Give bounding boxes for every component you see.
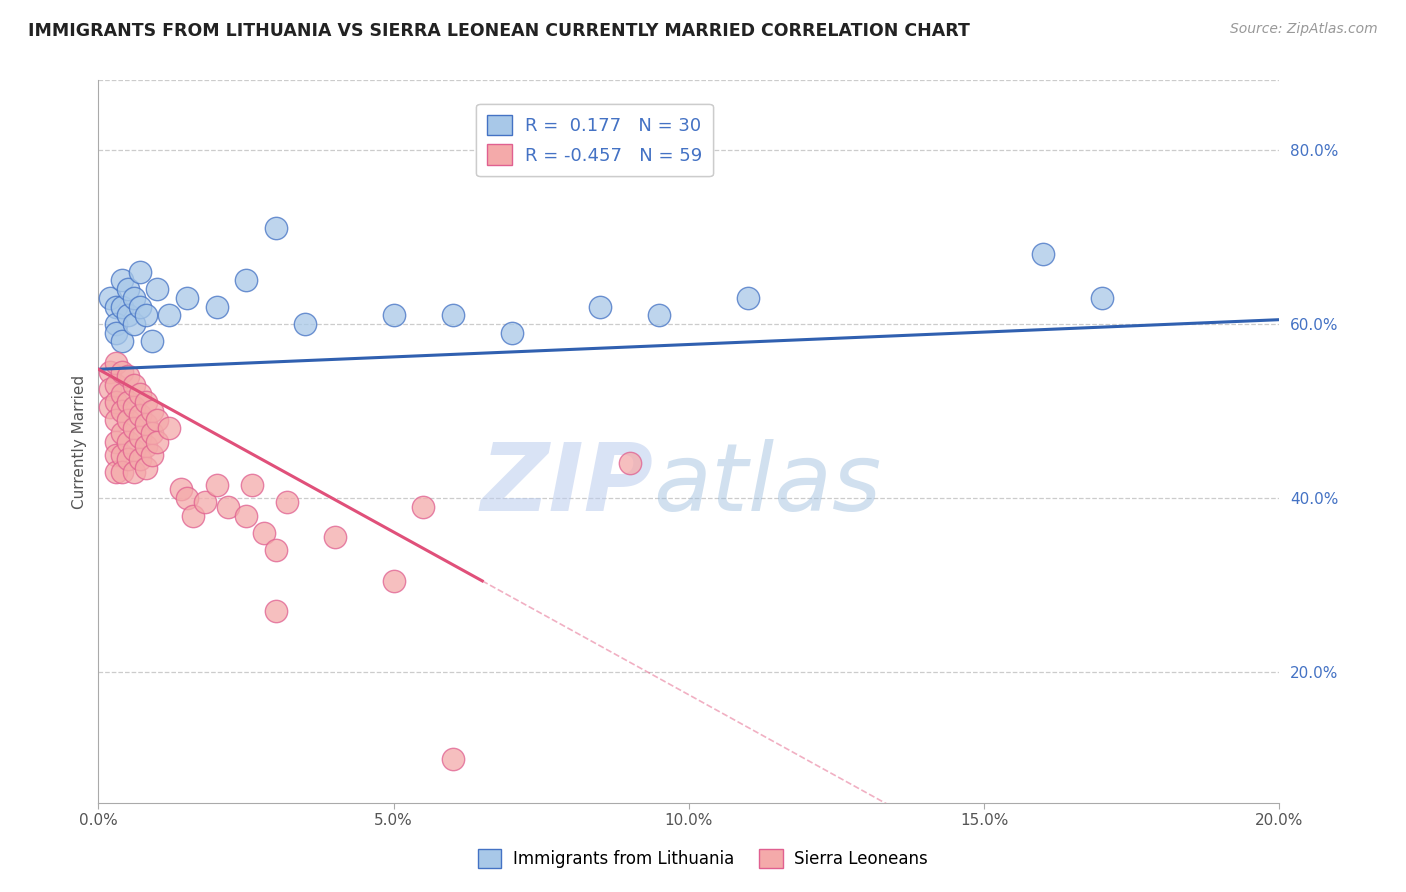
Point: [1091, 291, 1114, 305]
Point: [122, 400, 145, 414]
Point: [217, 500, 239, 514]
Point: [176, 291, 198, 305]
Point: [170, 483, 193, 497]
Point: [135, 395, 157, 409]
Point: [128, 265, 150, 279]
Point: [235, 273, 257, 287]
Point: [105, 300, 128, 314]
Point: [412, 500, 434, 514]
Point: [105, 448, 128, 462]
Point: [117, 395, 139, 409]
Point: [135, 308, 157, 322]
Point: [276, 495, 298, 509]
Point: [117, 434, 139, 449]
Point: [105, 413, 128, 427]
Point: [122, 421, 145, 435]
Point: [117, 369, 139, 384]
Point: [157, 308, 180, 322]
Point: [111, 448, 134, 462]
Point: [105, 317, 128, 331]
Point: [146, 434, 169, 449]
Point: [105, 326, 128, 340]
Point: [141, 404, 163, 418]
Point: [141, 334, 163, 349]
Point: [382, 308, 405, 322]
Point: [737, 291, 759, 305]
Point: [128, 430, 150, 444]
Point: [105, 395, 128, 409]
Point: [589, 300, 612, 314]
Point: [117, 814, 139, 828]
Point: [648, 308, 671, 322]
Point: [141, 448, 163, 462]
Point: [122, 317, 145, 331]
Point: [105, 378, 128, 392]
Point: [128, 409, 150, 423]
Point: [122, 378, 145, 392]
Point: [135, 460, 157, 475]
Legend: Immigrants from Lithuania, Sierra Leoneans: Immigrants from Lithuania, Sierra Leonea…: [471, 842, 935, 875]
Point: [105, 465, 128, 479]
Y-axis label: Currently Married: Currently Married: [72, 375, 87, 508]
Point: [111, 365, 134, 379]
Point: [111, 273, 134, 287]
Point: [240, 478, 263, 492]
Point: [111, 404, 134, 418]
Text: IMMIGRANTS FROM LITHUANIA VS SIERRA LEONEAN CURRENTLY MARRIED CORRELATION CHART: IMMIGRANTS FROM LITHUANIA VS SIERRA LEON…: [28, 22, 970, 40]
Text: ZIP: ZIP: [481, 439, 654, 531]
Legend: R =  0.177   N = 30, R = -0.457   N = 59: R = 0.177 N = 30, R = -0.457 N = 59: [477, 103, 713, 176]
Point: [441, 308, 464, 322]
Point: [122, 465, 145, 479]
Point: [135, 417, 157, 431]
Point: [117, 452, 139, 467]
Point: [111, 425, 134, 440]
Point: [235, 508, 257, 523]
Point: [382, 574, 405, 588]
Point: [323, 530, 346, 544]
Point: [128, 300, 150, 314]
Point: [441, 752, 464, 766]
Point: [117, 308, 139, 322]
Point: [294, 317, 316, 331]
Point: [98, 382, 121, 396]
Point: [128, 452, 150, 467]
Point: [1032, 247, 1054, 261]
Point: [111, 334, 134, 349]
Point: [111, 300, 134, 314]
Point: [105, 434, 128, 449]
Point: [122, 443, 145, 458]
Point: [194, 495, 217, 509]
Text: atlas: atlas: [654, 440, 882, 531]
Point: [619, 456, 641, 470]
Point: [117, 282, 139, 296]
Text: Source: ZipAtlas.com: Source: ZipAtlas.com: [1230, 22, 1378, 37]
Point: [157, 421, 180, 435]
Point: [176, 491, 198, 505]
Point: [205, 300, 228, 314]
Point: [146, 282, 169, 296]
Point: [141, 425, 163, 440]
Point: [98, 400, 121, 414]
Point: [135, 439, 157, 453]
Point: [128, 386, 150, 401]
Point: [98, 365, 121, 379]
Point: [264, 543, 287, 558]
Point: [122, 291, 145, 305]
Point: [205, 478, 228, 492]
Point: [146, 413, 169, 427]
Point: [253, 525, 276, 540]
Point: [181, 508, 204, 523]
Point: [111, 465, 134, 479]
Point: [105, 356, 128, 370]
Point: [264, 221, 287, 235]
Point: [111, 386, 134, 401]
Point: [98, 291, 121, 305]
Point: [117, 413, 139, 427]
Point: [264, 604, 287, 618]
Point: [501, 326, 523, 340]
